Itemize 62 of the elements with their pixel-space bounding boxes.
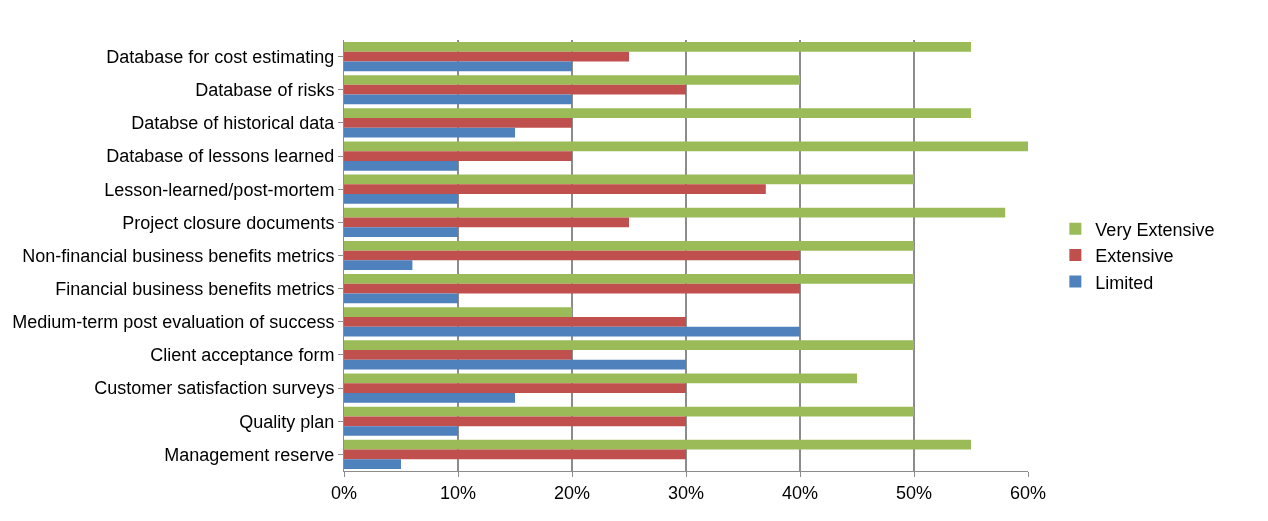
y-tick-label: Project closure documents <box>122 212 335 233</box>
bar <box>344 240 914 251</box>
bar <box>344 406 914 417</box>
bar <box>344 283 800 294</box>
legend-label: Extensive <box>1095 246 1174 267</box>
bar <box>344 426 458 436</box>
y-tick-label: Client acceptance form <box>150 345 335 366</box>
bar <box>344 373 857 384</box>
y-tick-label: Database of risks <box>195 80 335 101</box>
x-tick-label: 30% <box>667 482 705 503</box>
bar <box>344 326 800 337</box>
bar <box>344 51 629 62</box>
y-tick-label: Quality plan <box>239 411 335 432</box>
bar <box>344 227 458 237</box>
bar <box>344 359 686 370</box>
bar <box>344 174 914 185</box>
y-tick-label: Database for cost estimating <box>106 46 335 67</box>
bar <box>344 194 458 204</box>
bar <box>344 75 800 85</box>
bar <box>344 127 515 138</box>
y-tick-label: Financial business benefits metrics <box>55 278 335 299</box>
y-tick-label: Non-financial business benefits metrics <box>22 245 335 266</box>
bar <box>344 61 572 72</box>
bar <box>344 293 458 304</box>
bar <box>344 41 971 52</box>
bar <box>344 340 914 351</box>
bar <box>344 184 766 195</box>
y-tick-label: Database of lessons learned <box>106 146 335 167</box>
y-tick-label: Medium-term post evaluation of success <box>12 312 335 333</box>
bar <box>344 160 458 171</box>
bar <box>344 108 971 119</box>
bar <box>344 141 1028 152</box>
x-tick-label: 20% <box>553 482 591 503</box>
bar <box>344 151 572 161</box>
bar <box>344 383 686 393</box>
bar <box>344 439 971 450</box>
x-tick-label: 40% <box>781 482 819 503</box>
bar <box>344 118 572 128</box>
bar <box>344 217 629 228</box>
bar <box>344 416 686 427</box>
legend-label: Limited <box>1095 272 1154 293</box>
bar <box>344 459 401 470</box>
x-tick-label: 50% <box>895 482 933 503</box>
bar <box>344 207 1006 218</box>
bar <box>344 449 686 460</box>
legend-label: Very Extensive <box>1095 219 1215 240</box>
bar <box>344 350 572 360</box>
y-tick-label: Management reserve <box>164 444 335 465</box>
x-tick-label: 10% <box>439 482 477 503</box>
x-tick-label: 0% <box>330 482 358 503</box>
bar <box>344 274 914 284</box>
bar <box>344 392 515 403</box>
bar <box>344 307 572 317</box>
bar <box>344 84 686 95</box>
bar <box>344 260 413 271</box>
bar <box>344 94 572 105</box>
bar <box>344 316 686 327</box>
y-tick-label: Customer satisfaction surveys <box>94 378 335 399</box>
x-tick-label: 60% <box>1009 482 1047 503</box>
y-tick-label: Lesson-learned/post-mortem <box>104 179 335 200</box>
bar <box>344 250 800 261</box>
y-tick-label: Databse of historical data <box>131 113 336 134</box>
